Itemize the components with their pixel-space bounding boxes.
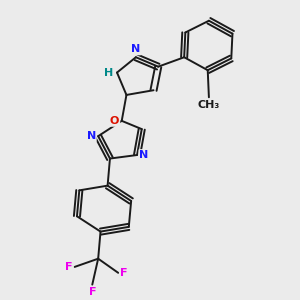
Text: N: N: [140, 150, 148, 160]
Text: F: F: [65, 262, 73, 272]
Text: O: O: [110, 116, 119, 126]
Text: F: F: [88, 287, 96, 297]
Text: F: F: [120, 268, 127, 278]
Text: N: N: [105, 68, 115, 78]
Text: CH₃: CH₃: [198, 100, 220, 110]
Text: H: H: [104, 68, 113, 78]
Text: N: N: [131, 44, 140, 54]
Text: N: N: [87, 131, 96, 141]
